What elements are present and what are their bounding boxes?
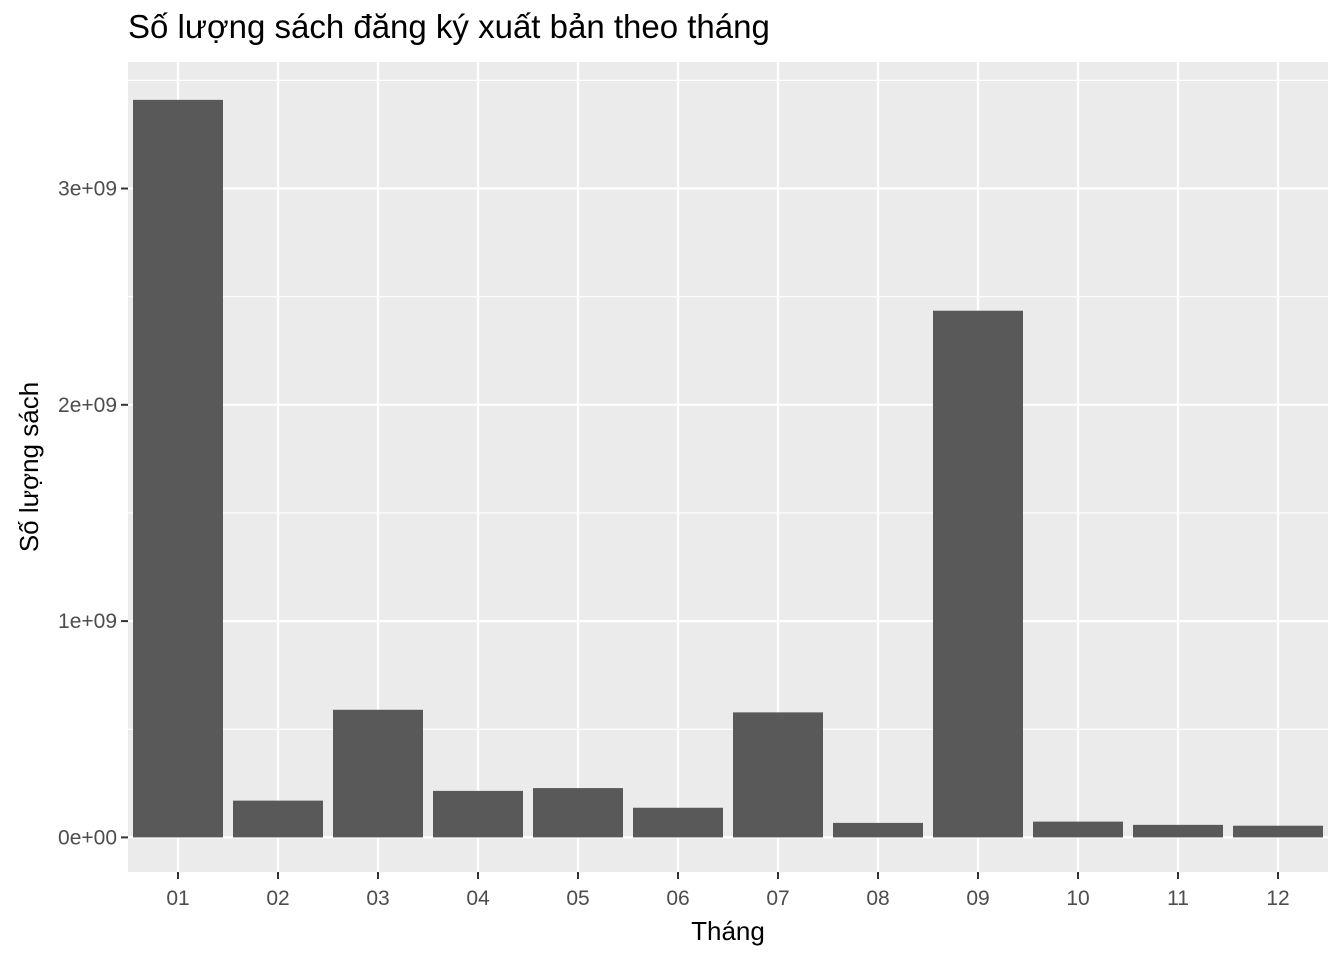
chart-title: Số lượng sách đăng ký xuất bản theo thán… bbox=[128, 8, 770, 45]
bar-06 bbox=[633, 807, 723, 838]
x-tick-label: 09 bbox=[966, 887, 989, 910]
bar-05 bbox=[533, 788, 623, 838]
bar-11 bbox=[1133, 824, 1223, 838]
y-axis-title: Số lượng sách bbox=[14, 382, 44, 552]
x-tick-label: 01 bbox=[166, 887, 189, 910]
bar-09 bbox=[933, 310, 1023, 838]
bar-01 bbox=[133, 99, 223, 838]
plot-panel bbox=[128, 62, 1328, 872]
x-tick-label: 11 bbox=[1167, 887, 1189, 910]
grid-minor bbox=[128, 79, 1328, 730]
x-tick-label: 03 bbox=[366, 887, 389, 910]
y-tick-label: 0e+00 bbox=[58, 826, 117, 849]
x-tick-label: 02 bbox=[266, 887, 289, 910]
x-tick-label: 06 bbox=[666, 887, 689, 910]
y-tick-label: 2e+09 bbox=[58, 394, 117, 417]
x-tick-label: 05 bbox=[566, 887, 589, 910]
x-tick-label: 12 bbox=[1266, 887, 1289, 910]
y-tick-label: 1e+09 bbox=[58, 610, 117, 633]
x-tick-label: 04 bbox=[466, 887, 490, 910]
bar-04 bbox=[433, 790, 523, 838]
bar-07 bbox=[733, 712, 823, 838]
y-axis: 0e+00 1e+09 2e+09 3e+09 bbox=[58, 178, 128, 849]
y-tick-label: 3e+09 bbox=[58, 178, 117, 201]
x-axis-title: Tháng bbox=[691, 916, 765, 946]
bar-03 bbox=[333, 709, 423, 838]
x-axis: 01 02 03 04 05 06 07 08 09 10 11 12 bbox=[166, 872, 1290, 910]
x-tick-label: 10 bbox=[1066, 887, 1089, 910]
bar-12 bbox=[1233, 825, 1323, 838]
bar-08 bbox=[833, 822, 923, 838]
bars bbox=[133, 99, 1323, 838]
x-tick-label: 08 bbox=[866, 887, 889, 910]
bar-02 bbox=[233, 800, 323, 838]
bar-10 bbox=[1033, 821, 1123, 838]
x-tick-label: 07 bbox=[766, 887, 789, 910]
